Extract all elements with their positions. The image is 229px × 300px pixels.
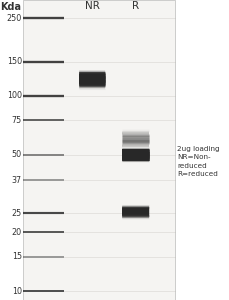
Text: 20: 20 (12, 228, 22, 237)
Text: 75: 75 (11, 116, 22, 125)
Text: 2ug loading
NR=Non-
reduced
R=reduced: 2ug loading NR=Non- reduced R=reduced (176, 146, 219, 178)
FancyBboxPatch shape (23, 0, 174, 300)
Text: 250: 250 (7, 14, 22, 23)
Text: 50: 50 (12, 150, 22, 159)
Text: 150: 150 (7, 57, 22, 66)
Text: 37: 37 (12, 176, 22, 185)
Text: 25: 25 (11, 209, 22, 218)
Text: R: R (132, 1, 139, 11)
Text: Kda: Kda (0, 2, 21, 12)
Text: 100: 100 (7, 92, 22, 100)
Text: 10: 10 (12, 286, 22, 296)
Text: 15: 15 (12, 252, 22, 261)
Text: NR: NR (84, 1, 99, 11)
